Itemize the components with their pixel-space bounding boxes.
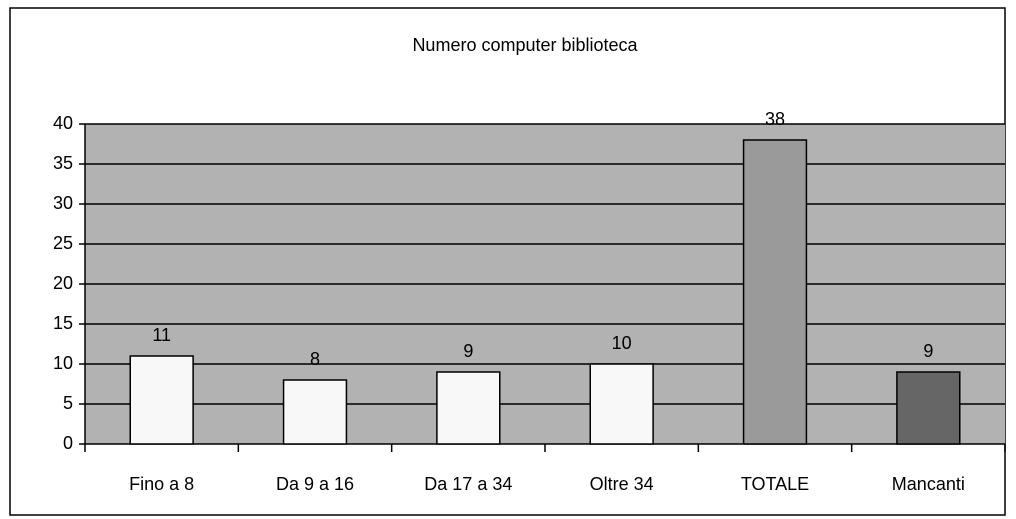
bar [589,363,654,445]
x-tick-label: Da 17 a 34 [424,474,512,494]
bar [896,371,961,445]
x-tick-label: Oltre 34 [590,474,654,494]
y-tick-label: 40 [53,113,73,133]
y-tick-label: 5 [63,393,73,413]
x-tick-label: TOTALE [741,474,809,494]
data-label: 8 [310,349,320,369]
bar [282,379,348,445]
y-tick-label: 10 [53,353,73,373]
chart-title: Numero computer biblioteca [412,35,638,55]
data-label: 10 [612,333,632,353]
y-tick-label: 15 [53,313,73,333]
x-tick-label: Fino a 8 [129,474,194,494]
data-label: 9 [463,341,473,361]
y-tick-label: 25 [53,233,73,253]
x-tick-label: Mancanti [892,474,965,494]
y-tick-label: 0 [63,433,73,453]
data-label: 38 [765,109,785,129]
bar [129,355,194,445]
y-tick-label: 35 [53,153,73,173]
bar [436,371,501,445]
data-label: 11 [152,325,171,345]
x-tick-label: Da 9 a 16 [276,474,354,494]
y-tick-label: 20 [53,273,73,293]
bar [742,139,808,445]
data-label: 9 [923,341,933,361]
y-tick-label: 30 [53,193,73,213]
